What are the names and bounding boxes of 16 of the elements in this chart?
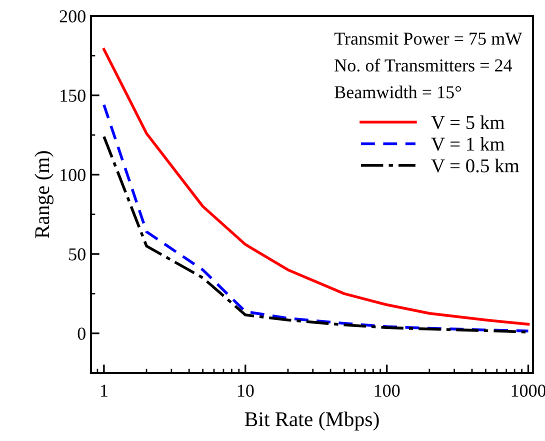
legend-label: V = 0.5 km [431,158,520,172]
y-tick-label: 200 [60,10,86,22]
legend-label: V = 1 km [431,137,505,151]
annotation: Transmit Power = 75 mW [334,32,522,45]
y-tick-label: 50 [69,248,86,260]
y-tick-label: 0 [78,328,86,340]
y-tick-label: 100 [60,168,86,182]
y-tick-label: 150 [60,90,86,102]
x-tick-label: 100 [374,384,400,397]
legend-label: V = 5 km [431,115,505,130]
y-axis-title: Range (m) [34,151,54,238]
annotation: No. of Transmitters = 24 [334,58,512,72]
annotation: Beamwidth = 15° [334,86,461,98]
x-tick-label: 1 [101,384,108,397]
x-tick-label: 10 [238,384,254,397]
x-axis-title: Bit Rate (Mbps) [244,412,379,430]
